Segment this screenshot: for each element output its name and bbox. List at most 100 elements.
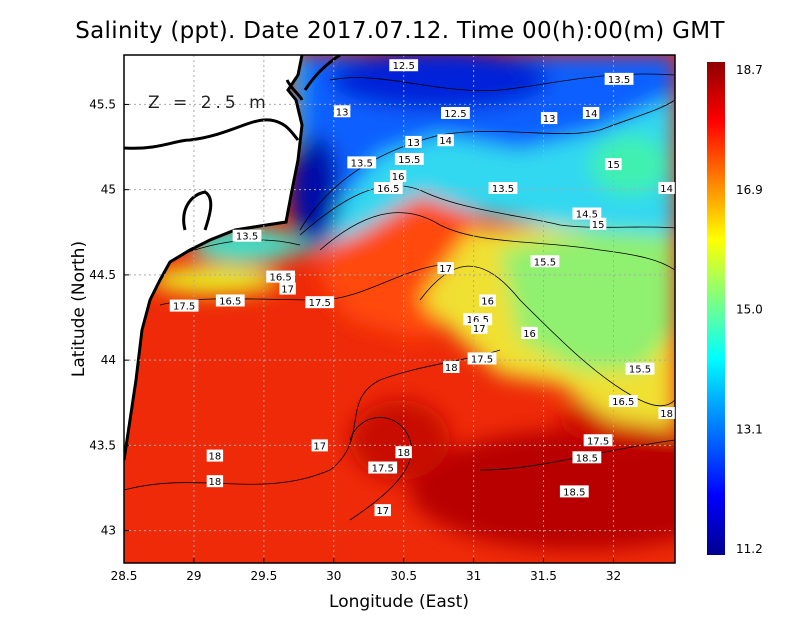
contour-label-bg (605, 158, 622, 171)
contour-label-bg (389, 170, 407, 183)
y-tick-label: 43.5 (89, 438, 116, 452)
contour-label-bg (559, 485, 589, 498)
contour-label-bg (437, 134, 454, 147)
depth-annotation: Z = 2.5 m (148, 93, 270, 113)
contour-label: 17 (376, 506, 389, 517)
contour-label-bg (530, 255, 560, 268)
contour-label: 17 (439, 264, 452, 275)
contour-label: 15 (607, 160, 620, 171)
x-tick-label: 30 (326, 569, 341, 583)
colorbar-tick-label: 11.2 (736, 542, 763, 556)
contour-label-bg (279, 282, 296, 295)
x-axis: 28.5 29 29.5 30 30.5 31 31.5 32 (111, 558, 621, 583)
contour-label-bg (169, 299, 199, 312)
contour-label: 16.5 (269, 273, 291, 284)
contour-label: 14.5 (576, 210, 598, 221)
contour-label: 17 (313, 441, 326, 452)
contour-label-bg (488, 181, 518, 194)
colorbar-ticks: 18.7 16.9 15.0 13.1 11.2 (736, 63, 763, 556)
colorbar-tick-label: 16.9 (736, 183, 763, 197)
contour-label: 16 (523, 329, 536, 340)
contour-label: 16 (481, 296, 494, 307)
contour-label: 16.5 (219, 296, 241, 307)
contour-label-bg (215, 294, 245, 307)
contour-label: 13.5 (236, 232, 258, 243)
contour-label-bg (394, 152, 424, 165)
x-tick-label: 28.5 (111, 569, 138, 583)
contour-label-bg (305, 296, 335, 309)
contour-label: 18.5 (563, 487, 585, 498)
contour-label: 13.5 (351, 158, 373, 169)
x-tick-label: 29.5 (250, 569, 277, 583)
colorbar (707, 62, 725, 555)
contour-label-bg (232, 229, 262, 242)
contour-label-bg (658, 406, 675, 419)
y-axis-label: Latitude (North) (69, 241, 89, 377)
y-tick-label: 45.5 (89, 97, 116, 111)
contour-label-bg (625, 362, 655, 375)
y-axis: 43 43.5 44 44.5 45 45.5 (89, 97, 129, 538)
contour-label-bg (443, 360, 460, 373)
contour-label-bg (405, 135, 422, 148)
contour-label-bg (572, 207, 602, 220)
colorbar-tick-label: 18.7 (736, 63, 763, 77)
contour-label-bg (608, 395, 638, 408)
contour-label: 17.5 (309, 298, 331, 309)
contour-label: 12.5 (444, 109, 466, 120)
contour-label: 15 (592, 220, 605, 231)
contour-label-bg (437, 262, 454, 275)
contour-label-bg (266, 270, 296, 283)
contour-label-bg (347, 156, 377, 169)
contour-label: 18 (397, 448, 410, 459)
land-area (124, 55, 302, 460)
contour-label-bg (658, 181, 675, 194)
contour-label: 13 (407, 138, 420, 149)
plot-frame (123, 54, 676, 564)
contour-label: 18.5 (576, 453, 598, 464)
contour-label-bg (582, 106, 600, 119)
x-tick-label: 32 (606, 569, 621, 583)
contour-label-bg (395, 446, 412, 459)
contour-label-bg (206, 449, 224, 462)
field-dark-blue-north (330, 55, 550, 110)
contour-label: 16.5 (467, 315, 489, 326)
field-high-salinity-south (410, 430, 675, 550)
contour-label-bg (373, 181, 403, 194)
contour-label: 17.5 (372, 464, 394, 475)
contour-label-bg (583, 434, 613, 447)
x-tick-label: 31.5 (530, 569, 557, 583)
contour-label-bg (368, 461, 398, 474)
contour-label-bg (441, 106, 470, 119)
contour-label: 16.5 (377, 184, 399, 195)
contour-label: 14 (660, 184, 673, 195)
contour-label-bg (389, 59, 419, 72)
contour-label-bg (604, 72, 634, 85)
salinity-field (124, 55, 675, 563)
field-high-salinity-center (350, 400, 450, 480)
contour-label-bg (572, 451, 602, 464)
contour-label: 15.5 (629, 365, 651, 376)
contour-label: 12.5 (393, 61, 415, 72)
contour-label-bg (333, 105, 351, 118)
colorbar-tick-label: 15.0 (736, 303, 763, 317)
contour-label: 14 (439, 136, 452, 147)
x-tick-label: 29 (186, 569, 201, 583)
contour-label: 17 (281, 285, 294, 296)
contour-label-bg (206, 475, 224, 488)
contour-label: 15.5 (534, 257, 556, 268)
contour-label: 13 (543, 114, 556, 125)
contour-label: 17 (473, 324, 486, 335)
contour-label-bg (311, 439, 328, 452)
field-yellow-west (150, 266, 280, 294)
contour-label: 18 (209, 477, 222, 488)
contour-label: 13 (336, 107, 349, 118)
y-tick-label: 45 (101, 183, 116, 197)
contour-label-bg (589, 217, 607, 230)
chart-title: Salinity (ppt). Date 2017.07.12. Time 00… (75, 18, 725, 44)
contour-label-bg (540, 112, 558, 125)
contour-label-bg (521, 326, 538, 339)
contour-label: 18 (209, 452, 222, 463)
contour-label: 17.5 (471, 354, 493, 365)
contour-label-bg (374, 504, 391, 517)
